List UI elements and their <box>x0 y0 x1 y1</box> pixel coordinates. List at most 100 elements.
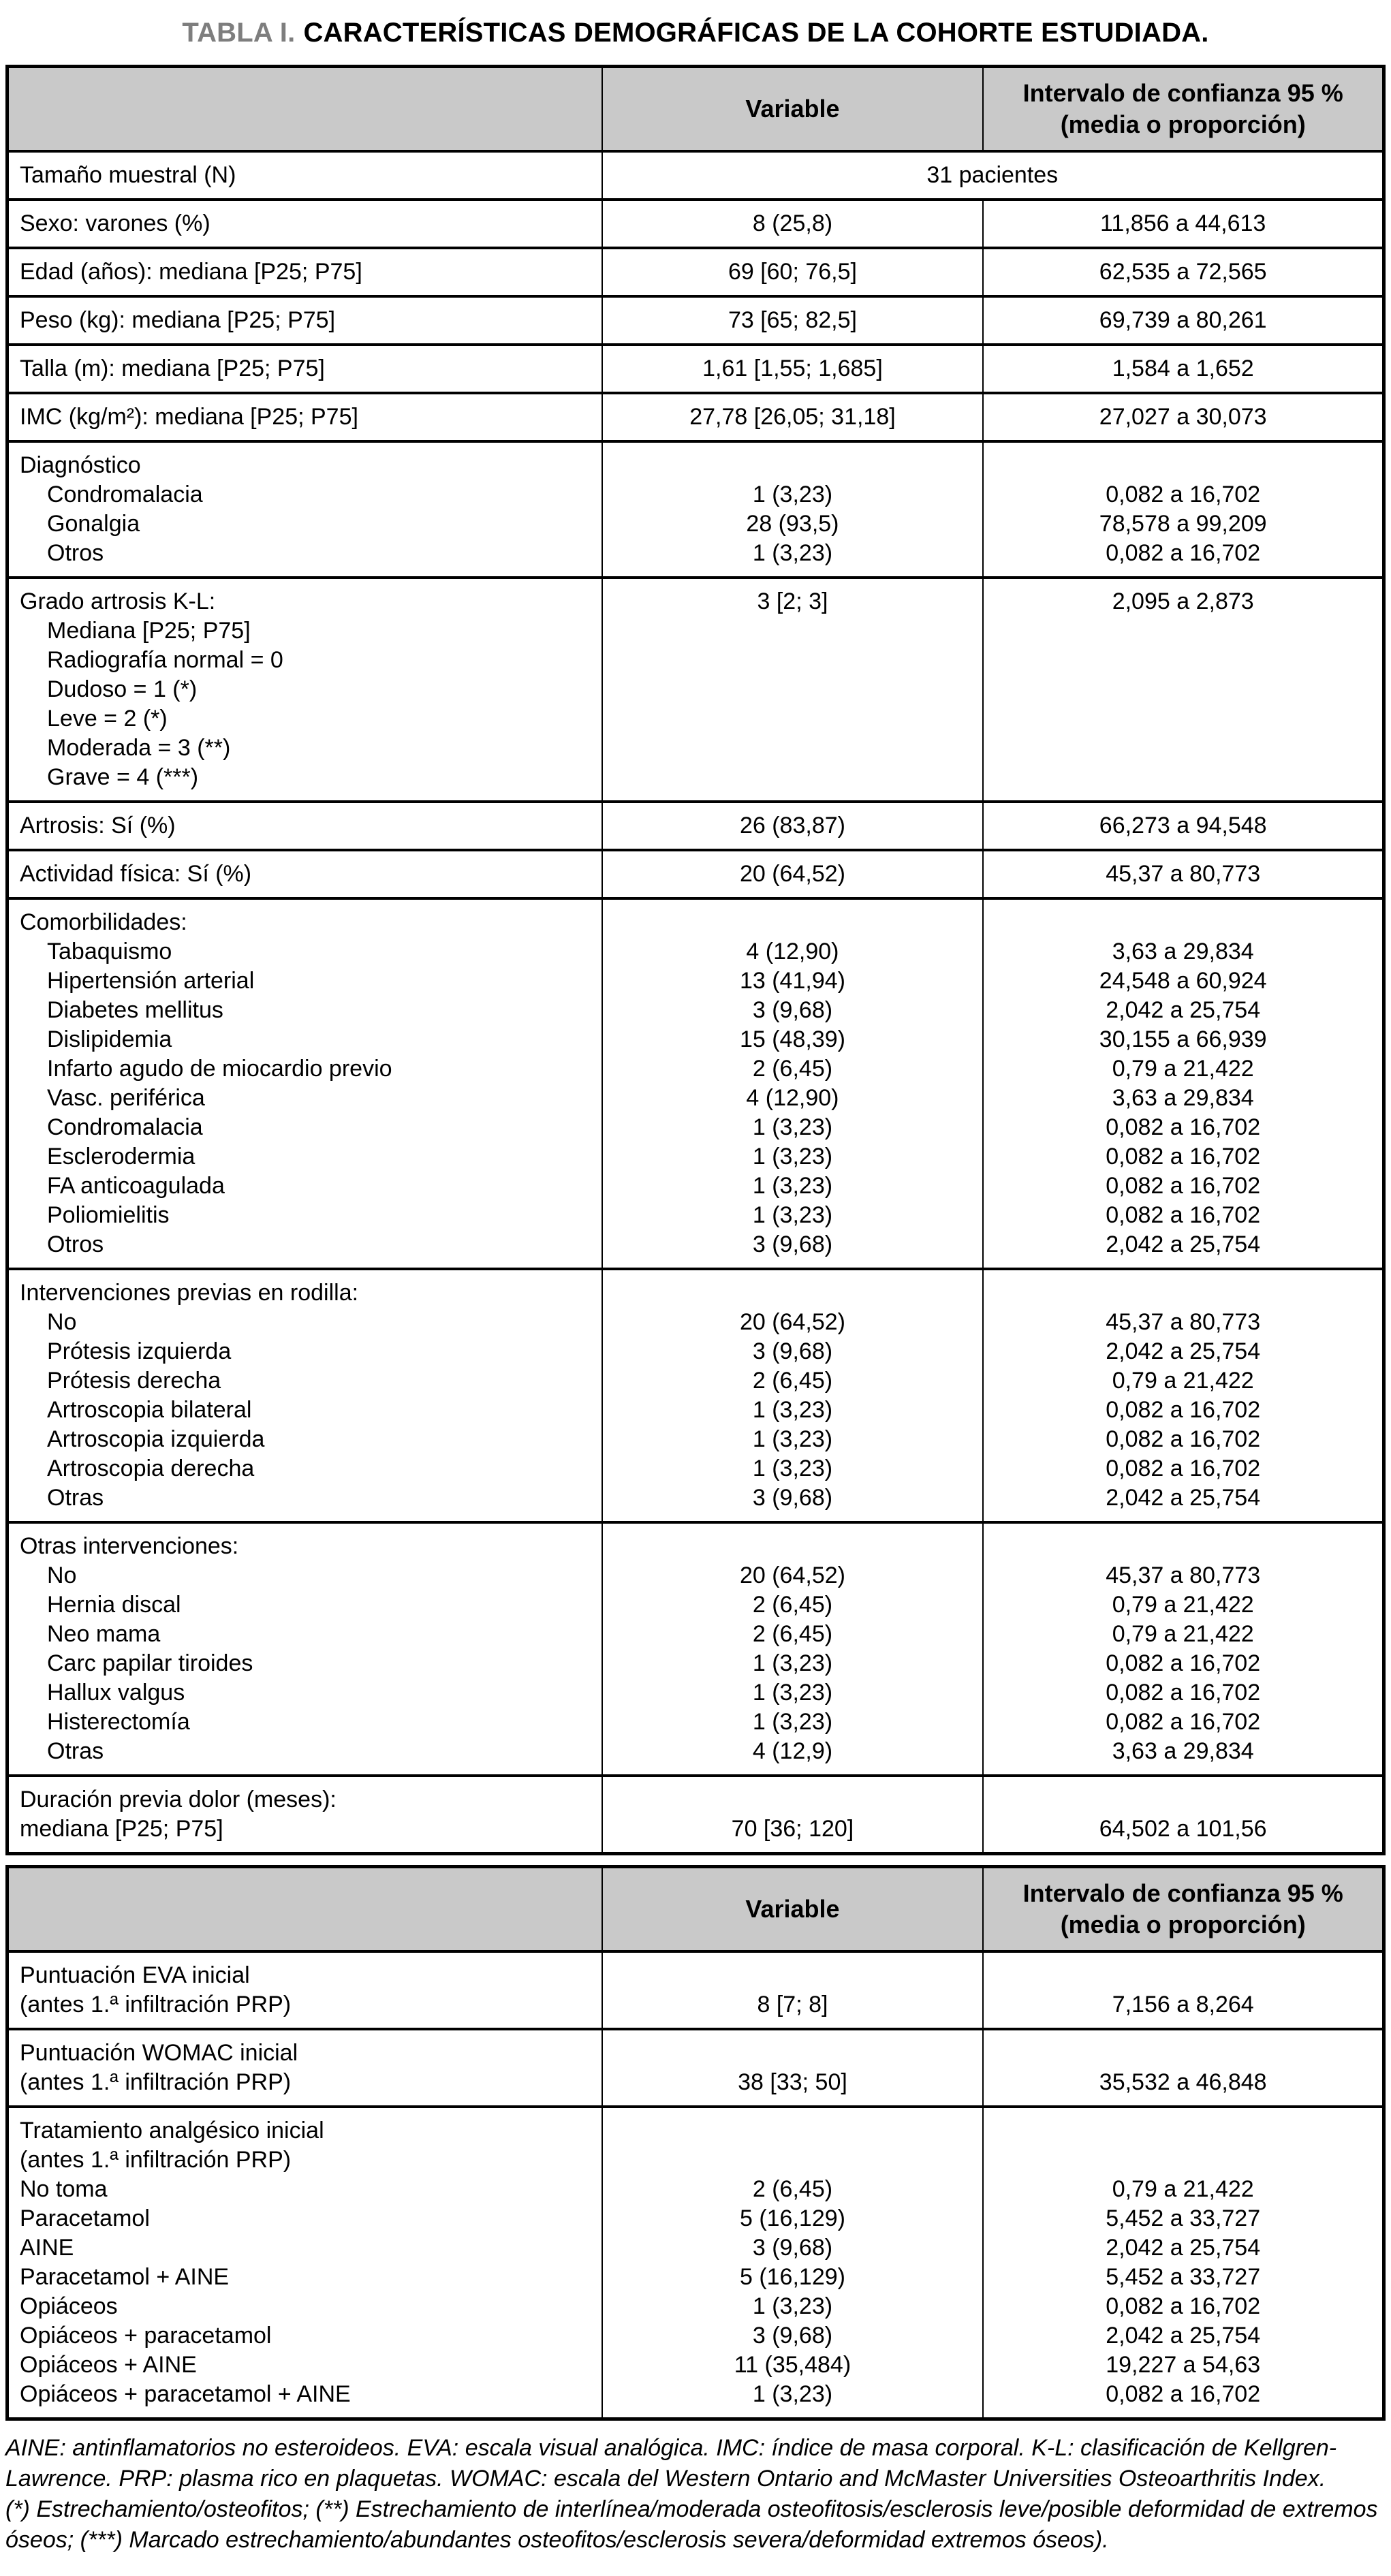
cell-line: 1 (3,23) <box>752 1680 833 1706</box>
cell-line: 11 (35,484) <box>734 2352 851 2378</box>
cell-line <box>989 1532 1377 1561</box>
cell-line: Peso (kg): mediana [P25; P75] <box>20 307 336 333</box>
cell-line: 3 (9,68) <box>752 997 833 1023</box>
cell-line <box>608 1532 978 1561</box>
cell-line: Puntuación WOMAC inicial <box>20 2040 298 2066</box>
table-row: Tratamiento analgésico inicial (antes 1.ª… <box>6 2105 1385 2421</box>
row-value: 38 [33; 50] <box>601 2028 984 2108</box>
cell-line <box>608 1961 978 1990</box>
cell-line: Otras <box>47 1485 104 1511</box>
cell-line: Hipertensión arterial <box>47 968 255 994</box>
header-variable: Variable <box>601 1866 984 1953</box>
cell-line: Intervenciones previas en rodilla: <box>20 1280 359 1306</box>
cell-line: Talla (m): mediana [P25; P75] <box>20 356 325 381</box>
cell-line: 5 (16,129) <box>739 2205 845 2231</box>
demographics-table-body: Tamaño muestral (N) 31 pacientes Sexo: var… <box>6 150 1385 1855</box>
cell-line: Opiáceos + paracetamol <box>20 2323 272 2349</box>
row-confidence-interval: 45,37 a 80,773 0,79 a 21,422 0,79 a 21,422… <box>982 1521 1385 1777</box>
cell-line: 13 (41,94) <box>739 968 845 994</box>
cell-line <box>608 2039 978 2068</box>
cell-line: Poliomielitis <box>47 1202 170 1228</box>
cell-line: 3,63 a 29,834 <box>1112 1085 1254 1111</box>
row-value: 4 (12,90) 13 (41,94) 3 (9,68) 15 (48,39) 2 (… <box>601 897 984 1270</box>
row-confidence-interval: 27,027 a 30,073 <box>982 392 1385 443</box>
cell-line <box>989 451 1377 480</box>
cell-line: 0,082 a 16,702 <box>1106 1456 1261 1481</box>
row-label: Tratamiento analgésico inicial (antes 1.ª… <box>6 2105 603 2421</box>
footnotes: AINE: antinflamatorios no esteroideos. E… <box>5 2433 1386 2556</box>
cell-line: Infarto agudo de miocardio previo <box>47 1056 392 1082</box>
row-label: Diagnóstico Condromalacia Gonalgia Otros <box>6 440 603 579</box>
table-title: TABLA I. CARACTERÍSTICAS DEMOGRÁFICAS DE … <box>5 18 1386 48</box>
cell-line: Neo mama <box>47 1621 161 1647</box>
row-value: 2 (6,45) 5 (16,129) 3 (9,68) 5 (16,129) 1 (3… <box>601 2105 984 2421</box>
cell-line: Hernia discal <box>47 1592 181 1618</box>
cell-line: 2,042 a 25,754 <box>1106 1338 1261 1364</box>
header-variable: Variable <box>601 65 984 153</box>
row-confidence-interval: 2,095 a 2,873 <box>982 576 1385 803</box>
cell-line <box>608 1785 978 1815</box>
cell-line: Mediana [P25; P75] <box>47 618 251 644</box>
row-value: 20 (64,52) 2 (6,45) 2 (6,45) 1 (3,23) 1 (3,2… <box>601 1521 984 1777</box>
cell-line: Otras intervenciones: <box>20 1533 239 1559</box>
row-span-value: 31 pacientes <box>601 150 1385 201</box>
baseline-scores-table-body: Puntuación EVA inicial (antes 1.ª infiltr… <box>6 1950 1385 2421</box>
cell-line: Edad (años): mediana [P25; P75] <box>20 259 362 285</box>
header-confidence-interval: Intervalo de confianza 95 % (media o pro… <box>982 65 1385 153</box>
cell-line: Actividad física: Sí (%) <box>20 861 252 887</box>
cell-line: 3 (9,68) <box>752 1485 833 1511</box>
cell-line: (antes 1.ª infiltración PRP) <box>20 1992 292 2017</box>
row-confidence-interval: 0,79 a 21,422 5,452 a 33,727 2,042 a 25,75… <box>982 2105 1385 2421</box>
cell-line: 0,79 a 21,422 <box>1112 1592 1254 1618</box>
cell-line: (antes 1.ª infiltración PRP) <box>20 2147 292 2173</box>
cell-line: 4 (12,90) <box>746 939 839 964</box>
cell-line <box>608 451 978 480</box>
cell-line: Tamaño muestral (N) <box>20 162 236 188</box>
cell-line: Condromalacia <box>47 1114 203 1140</box>
row-label: Puntuación WOMAC inicial (antes 1.ª infil… <box>6 2028 603 2108</box>
cell-line: 0,082 a 16,702 <box>1106 1426 1261 1452</box>
cell-line: 3,63 a 29,834 <box>1112 939 1254 964</box>
cell-line: 0,082 a 16,702 <box>1106 1202 1261 1228</box>
cell-line: 5,452 a 33,727 <box>1106 2205 1261 2231</box>
cell-line: 0,79 a 21,422 <box>1112 1056 1254 1082</box>
row-label: Duración previa dolor (meses): mediana [P… <box>6 1774 603 1855</box>
footnote-abbreviations: AINE: antinflamatorios no esteroideos. E… <box>5 2435 1337 2492</box>
cell-line: 20 (64,52) <box>739 1309 845 1335</box>
row-label: Talla (m): mediana [P25; P75] <box>6 343 603 394</box>
cell-line: 3 (9,68) <box>752 2323 833 2349</box>
cell-line: 1 (3,23) <box>752 1426 833 1452</box>
cell-line: Vasc. periférica <box>47 1085 205 1111</box>
cell-line: Tabaquismo <box>47 939 172 964</box>
cell-line: 69,739 a 80,261 <box>1099 307 1267 333</box>
cell-line: 62,535 a 72,565 <box>1099 259 1267 285</box>
header-ci-line1: Intervalo de confianza 95 % <box>1022 1879 1343 1907</box>
cell-line: 2,042 a 25,754 <box>1106 1231 1261 1257</box>
cell-line: 5,452 a 33,727 <box>1106 2264 1261 2290</box>
cell-line: Artroscopia bilateral <box>47 1397 252 1423</box>
cell-line: 66,273 a 94,548 <box>1099 813 1267 838</box>
cell-line: FA anticoagulada <box>47 1173 225 1199</box>
cell-line: 0,79 a 21,422 <box>1112 1368 1254 1394</box>
row-label: Puntuación EVA inicial (antes 1.ª infiltr… <box>6 1950 603 2030</box>
table-title-label: TABLA I. <box>182 18 296 48</box>
header-empty-cell <box>6 1866 603 1953</box>
cell-line: 1 (3,23) <box>752 1202 833 1228</box>
table-title-text: CARACTERÍSTICAS DEMOGRÁFICAS DE LA COHOR… <box>303 18 1209 48</box>
cell-line: Otros <box>47 540 104 566</box>
cell-line: 19,227 a 54,63 <box>1106 2352 1261 2378</box>
cell-line: 1 (3,23) <box>752 1397 833 1423</box>
cell-line: 1 (3,23) <box>752 540 833 566</box>
cell-line <box>989 2116 1377 2146</box>
header-ci-line2: (media o proporción) <box>1060 1911 1306 1938</box>
cell-line: 2 (6,45) <box>752 1056 833 1082</box>
cell-line: No toma <box>20 2176 108 2202</box>
row-label: Artrosis: Sí (%) <box>6 800 603 851</box>
cell-line <box>989 1278 1377 1308</box>
cell-line: Paracetamol + AINE <box>20 2264 230 2290</box>
cell-line: mediana [P25; P75] <box>20 1816 223 1842</box>
table-row: Artrosis: Sí (%) 26 (83,87) 66,273 a 94,54… <box>6 800 1385 851</box>
cell-line: 1 (3,23) <box>752 1709 833 1735</box>
cell-line: 0,082 a 16,702 <box>1106 2381 1261 2407</box>
cell-line: 4 (12,9) <box>752 1738 833 1764</box>
